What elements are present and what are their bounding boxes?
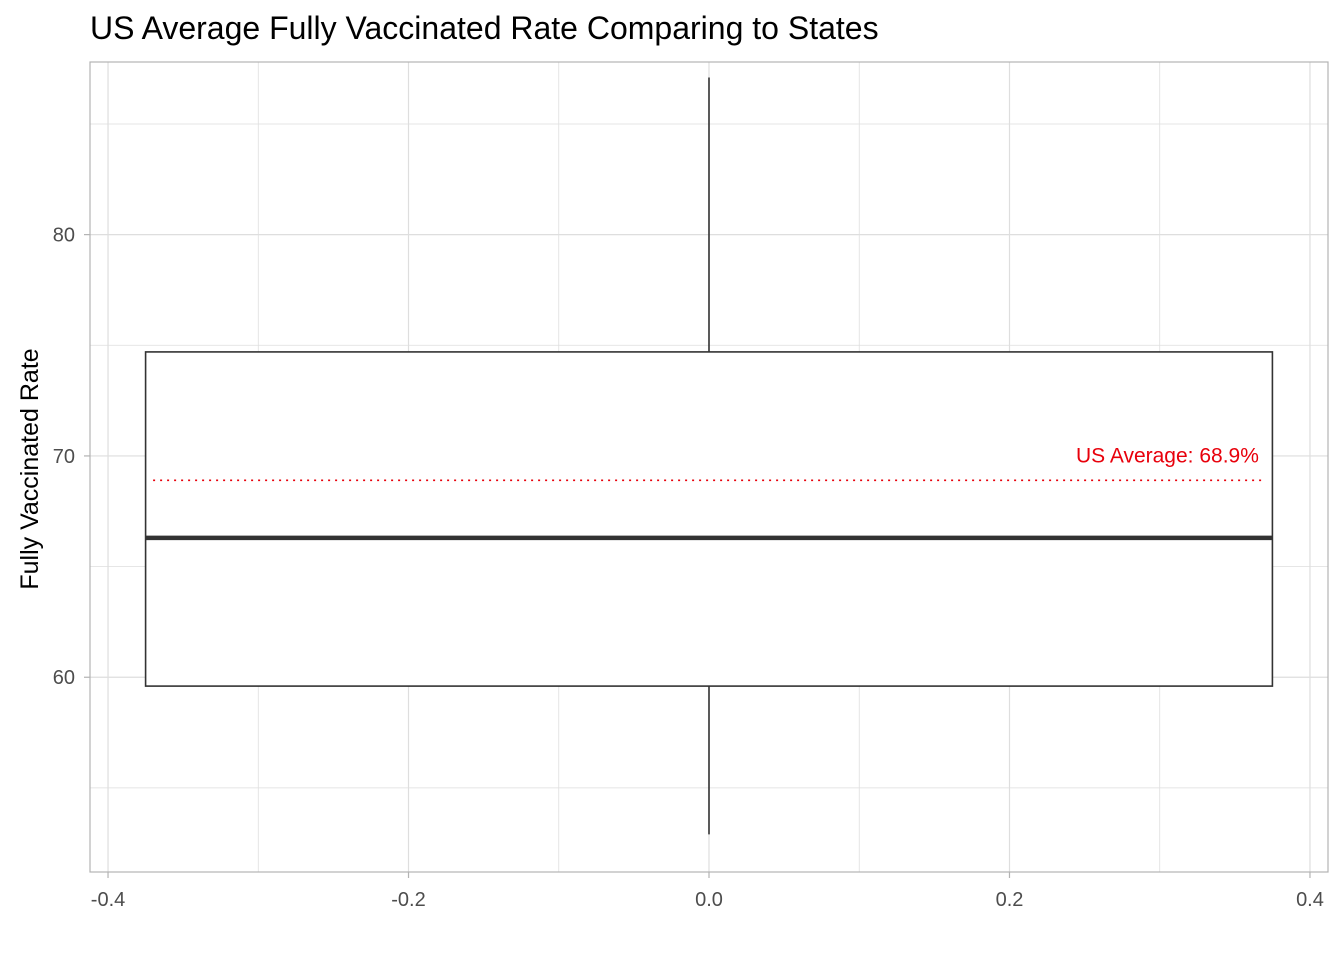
y-tick-label: 70 — [53, 446, 75, 468]
x-tick-label: -0.2 — [391, 889, 425, 911]
x-tick-label: 0.0 — [695, 889, 723, 911]
x-tick-label: 0.4 — [1296, 889, 1324, 911]
us-average-label: US Average: 68.9% — [1076, 444, 1259, 467]
x-tick-label: -0.4 — [91, 889, 125, 911]
x-tick-label: 0.2 — [996, 889, 1024, 911]
chart-title: US Average Fully Vaccinated Rate Compari… — [90, 10, 879, 46]
y-axis-title: Fully Vaccinated Rate — [16, 348, 44, 589]
y-tick-label: 80 — [53, 225, 75, 247]
y-tick-label: 60 — [53, 667, 75, 689]
box-iqr — [144, 351, 1274, 687]
